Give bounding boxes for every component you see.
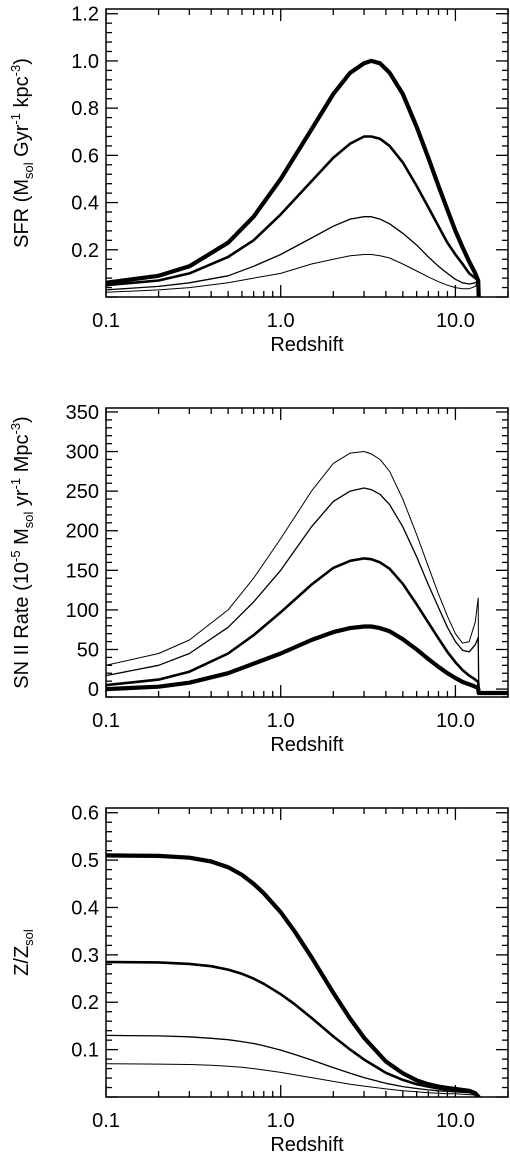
y-tick-label: 350 [66, 402, 99, 424]
x-axis-label: Redshift [270, 334, 344, 356]
y-tick-label: 50 [77, 639, 99, 661]
y-tick-label: 0.1 [71, 1040, 99, 1062]
x-tick-label: 1.0 [267, 1110, 295, 1132]
series-line-4 [106, 624, 508, 696]
x-tick-label: 1.0 [267, 310, 295, 332]
series-line-2 [106, 487, 480, 690]
y-tick-label: 0.4 [71, 897, 99, 919]
y-tick-label: 200 [66, 521, 99, 543]
series-line-4 [106, 254, 480, 297]
y-tick-label: 0.3 [71, 945, 99, 967]
y-tick-label: 0.4 [71, 193, 99, 215]
y-tick-label: 250 [66, 481, 99, 503]
y-tick-label: 300 [66, 442, 99, 464]
y-tick-label: 0.2 [71, 240, 99, 262]
series-group [106, 58, 481, 297]
chart-3: 0.1 1.0 10.0 0.1 0.2 0.3 0.4 0.5 0.6 Redshift Z/Zs… [11, 803, 509, 1156]
series-line-3 [106, 216, 480, 297]
series-group [106, 853, 481, 1097]
series-line-1 [106, 451, 480, 690]
y-tick-label: 100 [66, 600, 99, 622]
series-line-2 [106, 960, 480, 1097]
x-tick-label: 10.0 [436, 310, 475, 332]
y-axis-label: SN II Rate (10-5 Msol yr-1 Mpc-3) [8, 416, 36, 688]
chart-2: 0.1 1.0 10.0 0 50 100 150 200 250 300 350 Redshift S… [8, 402, 509, 756]
y-tick-label: 0.5 [71, 850, 99, 872]
series-group [106, 451, 508, 696]
y-tick-label: 0.6 [71, 145, 99, 167]
y-axis-label: Z/Zsol [11, 929, 36, 976]
y-tick-label: 1.0 [71, 51, 99, 73]
series-line-1 [106, 58, 481, 297]
x-tick-label: 0.1 [92, 310, 120, 332]
x-tick-label: 1.0 [267, 710, 295, 732]
x-axis-label: Redshift [270, 734, 344, 756]
chart-1: 0.1 1.0 10.0 0.2 0.4 0.6 0.8 1.0 1.2 Redshift SFR … [8, 4, 509, 356]
series-line-2 [106, 135, 480, 297]
y-tick-label: 0.6 [71, 803, 99, 825]
x-tick-label: 0.1 [92, 1110, 120, 1132]
y-tick-label: 150 [66, 560, 99, 582]
plot-frame [105, 8, 509, 298]
series-line-3 [106, 1034, 480, 1097]
y-tick-label: 0.2 [71, 992, 99, 1014]
x-tick-label: 10.0 [436, 710, 475, 732]
series-line-1 [106, 853, 481, 1097]
x-tick-label: 10.0 [436, 1110, 475, 1132]
y-axis-label: SFR (Msol Gyr-1 kpc-3) [8, 58, 36, 248]
y-tick-label: 0.8 [71, 98, 99, 120]
series-line-3 [106, 557, 480, 691]
plot-frame [105, 807, 509, 1098]
y-tick-label: 1.2 [71, 4, 99, 26]
x-axis-label: Redshift [270, 1134, 344, 1156]
x-tick-label: 0.1 [92, 710, 120, 732]
plot-frame [105, 407, 509, 698]
y-tick-label: 0 [88, 679, 99, 701]
